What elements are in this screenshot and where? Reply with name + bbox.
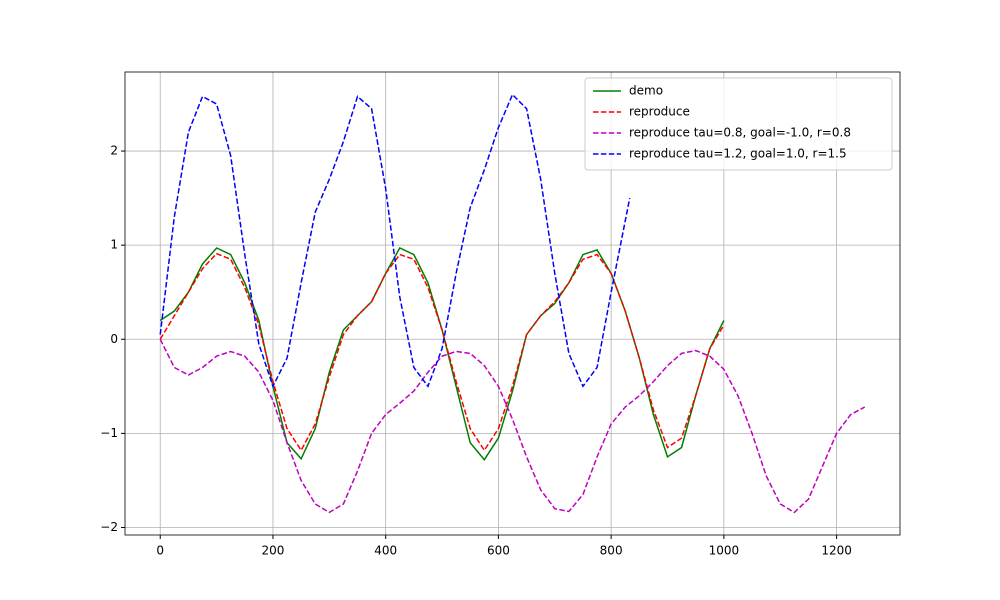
x-tick-label: 1200 bbox=[821, 544, 852, 558]
plot-frame bbox=[124, 71, 901, 536]
legend-box bbox=[584, 77, 893, 171]
y-tick-label: 2 bbox=[110, 144, 118, 158]
x-tick-label: 0 bbox=[156, 544, 164, 558]
legend-label: reproduce bbox=[629, 105, 690, 119]
x-tick-label: 1000 bbox=[709, 544, 740, 558]
legend-label: reproduce tau=0.8, goal=-1.0, r=0.8 bbox=[629, 126, 851, 140]
x-tick-label: 600 bbox=[487, 544, 510, 558]
y-tick-label: 0 bbox=[110, 332, 118, 346]
y-tick-label: 1 bbox=[110, 238, 118, 252]
series-line bbox=[159, 247, 725, 461]
x-tick-label: 200 bbox=[262, 544, 285, 558]
legend: demo reproduce reproduce tau=0.8, goal=-1.… bbox=[584, 77, 893, 171]
x-tick-label: 400 bbox=[374, 544, 397, 558]
legend-label: reproduce tau=1.2, goal=1.0, r=1.5 bbox=[629, 147, 847, 161]
series-line bbox=[159, 338, 866, 514]
y-tick-label: −2 bbox=[100, 520, 118, 534]
y-tick-label: −1 bbox=[100, 426, 118, 440]
series-line bbox=[159, 93, 631, 389]
legend-label: demo bbox=[629, 84, 663, 98]
x-tick-label: 800 bbox=[600, 544, 623, 558]
